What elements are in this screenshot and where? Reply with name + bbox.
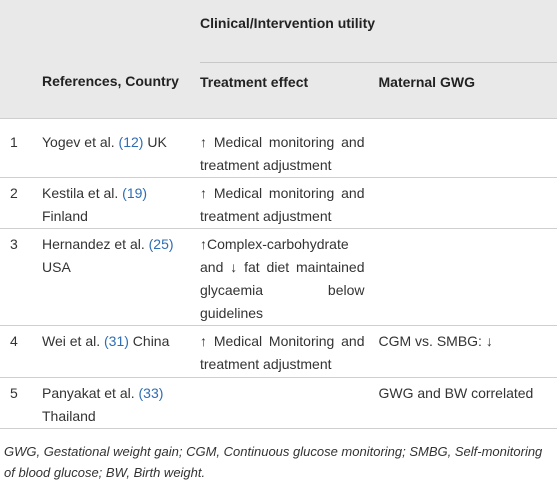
maternal-gwg bbox=[379, 228, 557, 325]
reference: Hernandez et al. (25) USA bbox=[42, 228, 200, 325]
reference-authors: Yogev et al. bbox=[42, 134, 115, 150]
row-number: 4 bbox=[0, 325, 42, 377]
maternal-gwg: GWG and BW correlated bbox=[379, 377, 557, 428]
treatment-effect: ↑Complex-carbohydrate and ↓ fat diet mai… bbox=[200, 228, 379, 325]
column-header: Maternal GWG bbox=[379, 62, 557, 118]
reference: Kestila et al. (19) Finland bbox=[42, 177, 200, 228]
reference: Yogev et al. (12) UK bbox=[42, 118, 200, 177]
column-header: Treatment effect bbox=[200, 62, 379, 118]
column-header: References, Country bbox=[42, 62, 200, 118]
country: China bbox=[133, 333, 170, 349]
citation: (31) bbox=[104, 333, 129, 349]
reference: Panyakat et al. (33) Thailand bbox=[42, 377, 200, 428]
row-number: 2 bbox=[0, 177, 42, 228]
reference-authors: Kestila et al. bbox=[42, 185, 118, 201]
reference-authors: Panyakat et al. bbox=[42, 385, 135, 401]
row-number: 1 bbox=[0, 118, 42, 177]
treatment-effect bbox=[200, 377, 379, 428]
maternal-gwg bbox=[379, 177, 557, 228]
page: Clinical/Intervention utility References… bbox=[0, 0, 557, 448]
country: UK bbox=[147, 134, 166, 150]
group-header: Clinical/Intervention utility bbox=[200, 0, 557, 62]
treatment-effect: ↑ Medical monitoring and treatment adjus… bbox=[200, 177, 379, 228]
row-number: 3 bbox=[0, 228, 42, 325]
row-number: 5 bbox=[0, 377, 42, 428]
table: Clinical/Intervention utility References… bbox=[0, 0, 557, 429]
country: USA bbox=[42, 259, 71, 275]
citation: (33) bbox=[139, 385, 164, 401]
treatment-effect: ↑ Medical monitoring and treatment adjus… bbox=[200, 118, 379, 177]
treatment-effect: ↑ Medical Monitoring and treatment adjus… bbox=[200, 325, 379, 377]
reference-authors: Hernandez et al. bbox=[42, 236, 145, 252]
footnote: GWG, Gestational weight gain; CGM, Conti… bbox=[4, 441, 551, 483]
country: Thailand bbox=[42, 408, 96, 424]
citation: (25) bbox=[149, 236, 174, 252]
reference-authors: Wei et al. bbox=[42, 333, 100, 349]
reference: Wei et al. (31) China bbox=[42, 325, 200, 377]
citation: (19) bbox=[122, 185, 147, 201]
citation: (12) bbox=[119, 134, 144, 150]
maternal-gwg bbox=[379, 118, 557, 177]
country: Finland bbox=[42, 208, 88, 224]
maternal-gwg: CGM vs. SMBG: ↓ bbox=[379, 325, 557, 377]
